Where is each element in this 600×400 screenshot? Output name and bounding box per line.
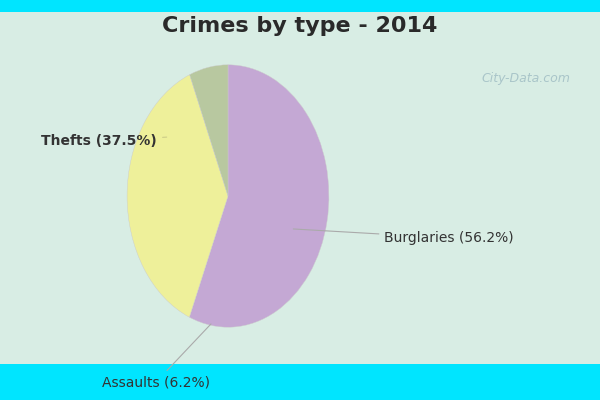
Text: Assaults (6.2%): Assaults (6.2%) <box>102 324 211 389</box>
Text: Burglaries (56.2%): Burglaries (56.2%) <box>293 229 514 245</box>
Wedge shape <box>127 75 228 317</box>
Wedge shape <box>190 65 329 327</box>
Text: Crimes by type - 2014: Crimes by type - 2014 <box>163 16 437 36</box>
Text: City-Data.com: City-Data.com <box>481 72 570 85</box>
Text: Thefts (37.5%): Thefts (37.5%) <box>41 134 167 148</box>
Wedge shape <box>190 65 228 196</box>
